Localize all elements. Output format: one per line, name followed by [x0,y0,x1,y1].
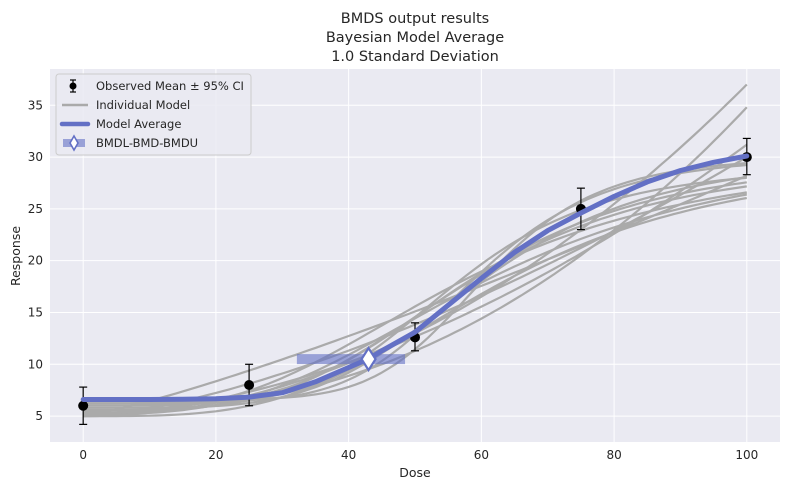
legend-bmd-label: BMDL-BMD-BMDU [96,136,198,150]
x-tick-label: 60 [474,448,489,462]
y-tick-label: 15 [28,305,43,319]
y-axis-label: Response [8,226,23,286]
x-tick-label: 80 [606,448,621,462]
y-tick-label: 35 [28,98,43,112]
legend-box [55,73,252,156]
legend-average-label: Model Average [96,117,181,131]
x-axis-label: Dose [399,465,431,480]
observed-mean-point [78,400,89,411]
y-tick-label: 5 [35,409,43,423]
individual-model-line [83,191,747,412]
tick-labels: 0 20 40 60 80 100 5 10 15 20 25 30 35 [28,98,759,462]
x-tick-label: 20 [208,448,223,462]
y-tick-label: 10 [28,357,43,371]
x-tick-label: 100 [735,448,758,462]
legend-observed-label: Observed Mean ± 95% CI [96,79,244,93]
bmd-marker [296,346,406,373]
x-tick-label: 40 [341,448,356,462]
y-tick-label: 30 [28,150,43,164]
chart-title-line-3: 1.0 Standard Deviation [331,49,499,65]
observed-mean-point [244,380,255,391]
legend-observed-icon [69,79,77,93]
model-average [80,153,750,402]
y-tick-label: 25 [28,202,43,216]
legend: Observed Mean ± 95% CI Individual Model … [55,73,252,156]
y-tick-label: 20 [28,254,43,268]
legend-bmd-icon [63,134,85,152]
individual-model-line [83,174,748,418]
bmd-diamond [360,346,377,373]
chart-title-line-1: BMDS output results [341,11,489,27]
legend-individual-label: Individual Model [96,98,190,112]
model-average-line [80,153,750,402]
bmdl-bmdu-range [296,354,406,365]
x-tick-label: 0 [79,448,87,462]
chart-title-line-2: Bayesian Model Average [326,30,504,46]
